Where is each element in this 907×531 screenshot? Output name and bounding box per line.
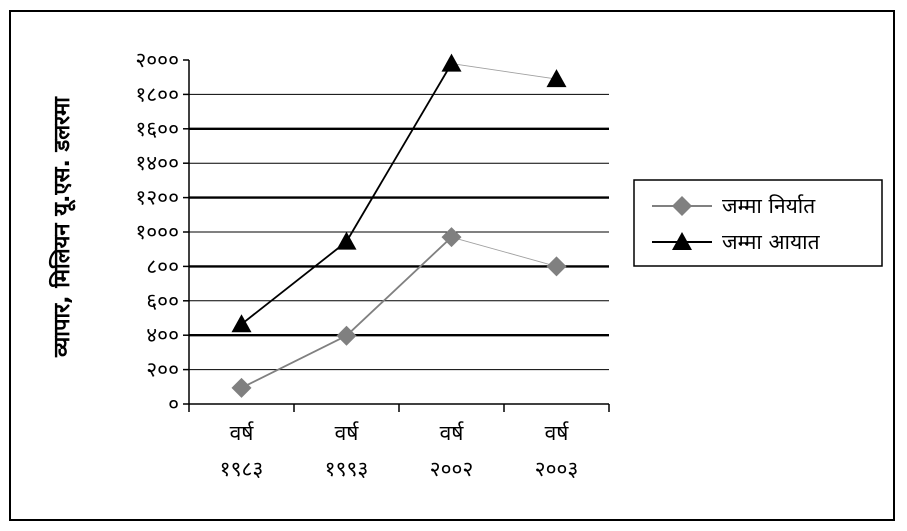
export-point — [231, 377, 252, 398]
x-tick-label: वर्ष — [335, 421, 360, 445]
import-point — [546, 69, 567, 88]
import-point — [441, 53, 462, 72]
x-tick-label: २००३ — [535, 457, 579, 481]
legend-triangle-icon — [672, 232, 692, 250]
import-point — [231, 314, 252, 333]
x-tick-label: वर्ष — [545, 421, 570, 445]
y-tick-label: १४०० — [135, 151, 179, 175]
y-tick-label: १००० — [135, 220, 179, 244]
series-segment-2 — [345, 63, 453, 243]
gridlines — [189, 93, 609, 371]
export-point — [336, 325, 357, 346]
x-tick-label: १९८३ — [220, 457, 264, 481]
y-tick-label: १८०० — [135, 82, 179, 106]
x-tick-label: वर्ष — [230, 421, 255, 445]
series-segment-2 — [451, 63, 557, 80]
y-tick-label: १६०० — [135, 117, 179, 141]
y-tick-label: १२०० — [135, 186, 179, 210]
series-lines — [240, 63, 557, 389]
import-point — [336, 231, 357, 250]
axes — [183, 59, 610, 412]
series-segment-1 — [241, 334, 347, 389]
export-point — [546, 256, 567, 277]
x-tick-label: २००२ — [430, 457, 474, 481]
y-tick-label: २००० — [135, 48, 179, 72]
legend-box — [633, 179, 883, 267]
series-segment-2 — [240, 240, 348, 325]
y-tick-label: ६०० — [146, 289, 179, 313]
legend: जम्मा निर्यात जम्मा आयात — [633, 179, 883, 267]
y-tick-label: ४०० — [146, 323, 179, 347]
legend-diamond-icon — [672, 196, 692, 216]
x-tick-label: १९९३ — [325, 457, 369, 481]
x-tick-labels: वर्ष १९८३ वर्ष १९९३ वर्ष २००२ वर्ष २००३ — [220, 421, 579, 481]
chart-frame: ० २०० ४०० ६०० ८०० १००० १२०० १४०० १६०० १८०० २००० वर… — [9, 10, 895, 521]
legend-label: जम्मा आयात — [722, 230, 821, 254]
line-chart: ० २०० ४०० ६०० ८०० १००० १२०० १४०० १६०० १८०० २००० वर… — [48, 48, 883, 481]
series-segment-1 — [451, 236, 557, 267]
series-markers — [231, 53, 567, 398]
x-tick-label: वर्ष — [440, 421, 465, 445]
y-axis-label: व्यापार, मिलियन यू.एस. डलरमा — [48, 96, 76, 358]
export-point — [441, 227, 462, 248]
y-tick-label: ८०० — [146, 254, 179, 278]
y-tick-labels: ० २०० ४०० ६०० ८०० १००० १२०० १४०० १६०० १८०० २००० — [135, 48, 179, 416]
series-segment-1 — [345, 236, 453, 337]
y-tick-label: ० — [168, 392, 179, 416]
y-tick-label: २०० — [146, 358, 179, 382]
legend-label: जम्मा निर्यात — [722, 194, 816, 218]
